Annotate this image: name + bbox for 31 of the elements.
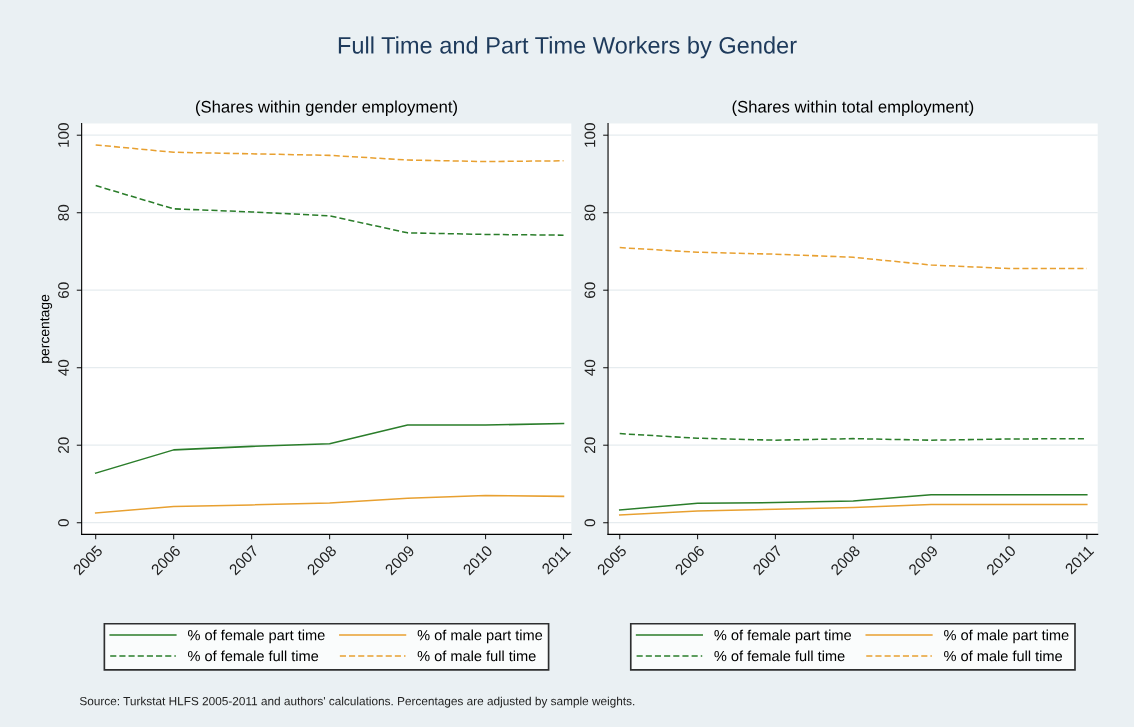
legend-label: % of female part time (188, 629, 325, 644)
line-series (618, 494, 1088, 511)
y-tick-label: 60 (584, 282, 596, 298)
y-tick-label: 40 (58, 359, 69, 376)
chart-title: Full Time and Part Time Workers by Gender (338, 36, 797, 59)
y-tick-label: 20 (58, 437, 69, 453)
legend-label: % of female full time (714, 650, 845, 662)
line-series (94, 422, 565, 474)
y-tick-label: 80 (58, 204, 69, 221)
legend-label: % of female part time (714, 629, 852, 644)
line-series (94, 144, 565, 163)
line-series (618, 503, 1088, 516)
y-tick-label: 0 (584, 519, 596, 527)
line-series (94, 184, 565, 236)
chart-subtitle: (Shares within total employment) (732, 100, 974, 116)
y-tick-label: 0 (58, 519, 69, 527)
y-tick-label: 20 (584, 437, 596, 453)
y-tick-label: 60 (58, 282, 69, 298)
legend-label: % of male part time (944, 629, 1069, 644)
y-tick-label: 100 (584, 123, 596, 147)
line-series (94, 494, 565, 514)
legend-label: % of male full time (944, 650, 1063, 662)
y-tick-label: 100 (58, 123, 69, 147)
legend-label: % of male full time (417, 650, 536, 662)
y-tick-label: 80 (584, 204, 596, 221)
legend-label: % of male part time (417, 629, 543, 644)
source-note: Source: Turkstat HLFS 2005-2011 and authors' calculations. Percentages are adjusted by sample weights. (79, 696, 635, 708)
chart-subtitle: (Shares within gender employment) (195, 100, 457, 116)
legend-label: % of female full time (188, 650, 319, 662)
y-tick-label: 40 (584, 359, 596, 376)
y-axis-title: percentage (40, 294, 53, 363)
